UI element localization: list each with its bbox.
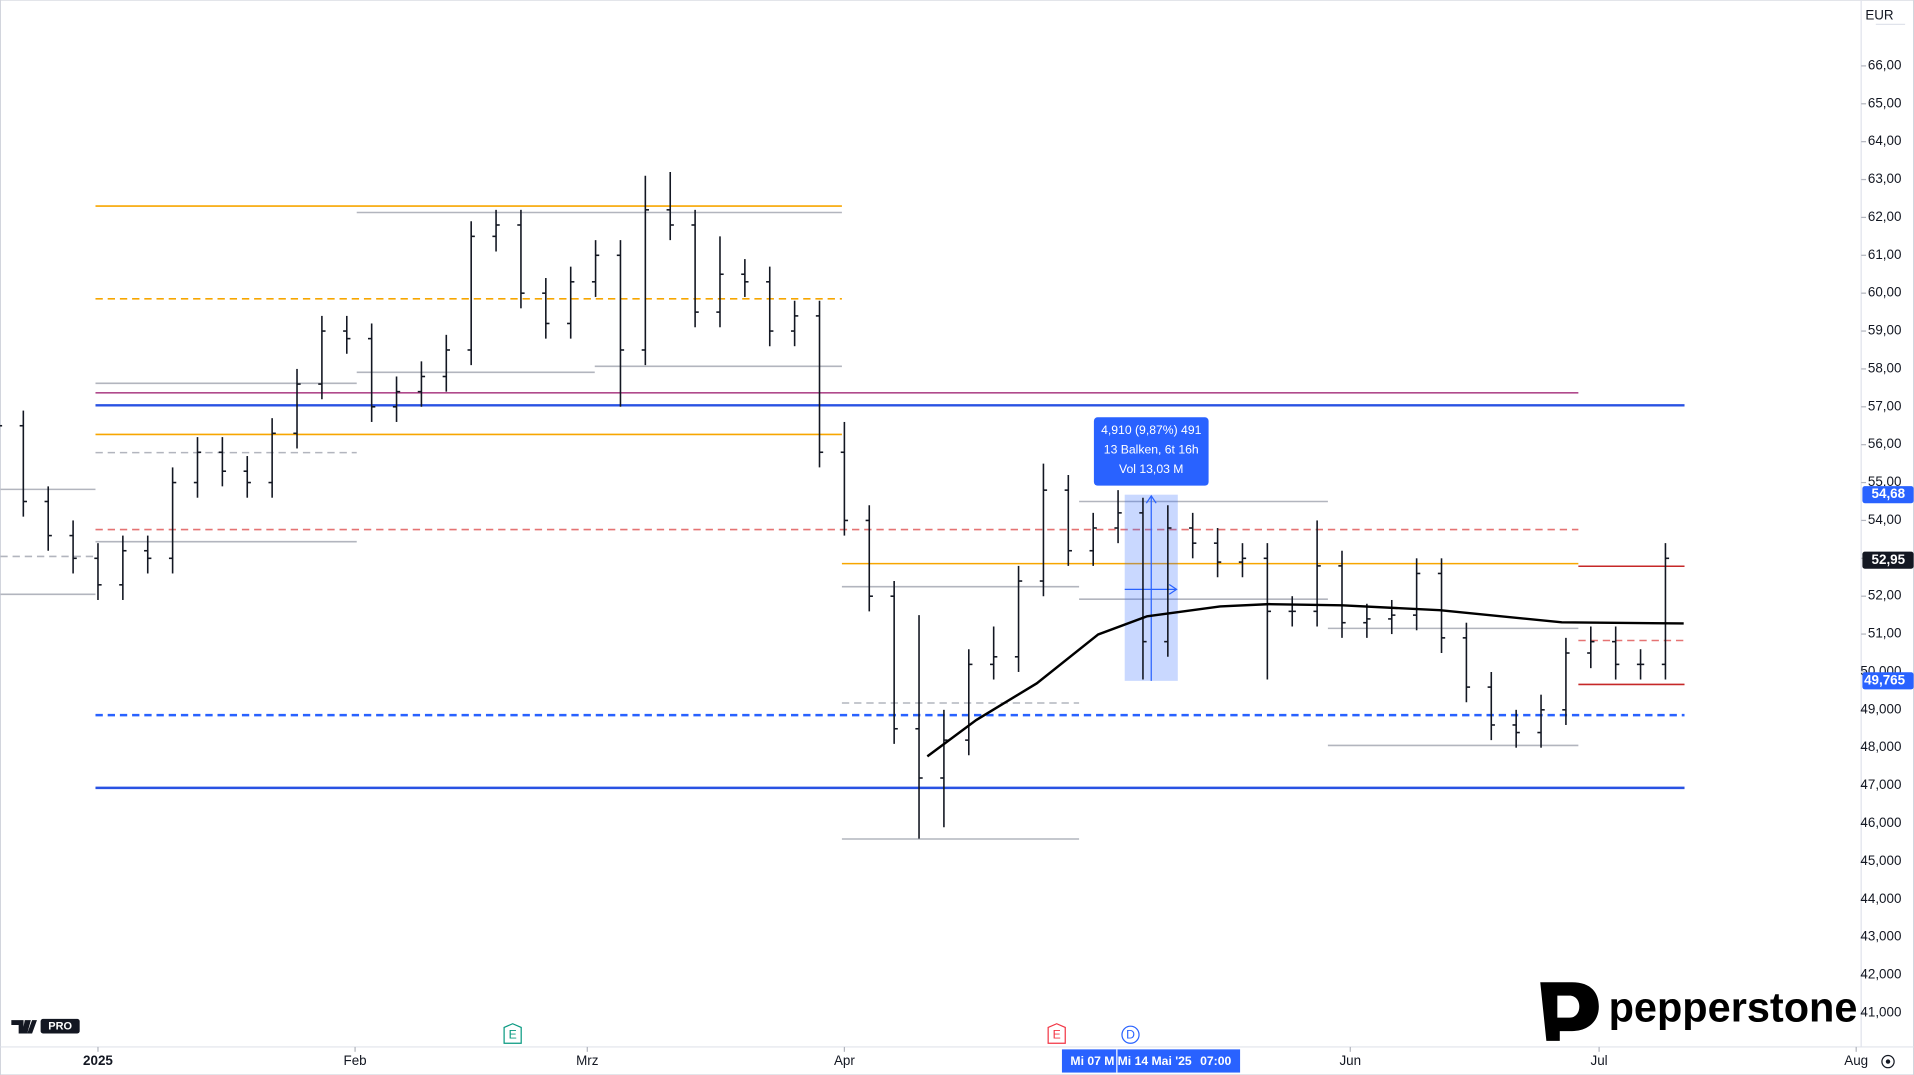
moving-average — [926, 602, 1684, 758]
y-tick-label: 54,00 — [1868, 512, 1902, 527]
crosshair-label: Mi 14 Mai '25 — [1118, 1054, 1192, 1068]
y-tick-label: 44,000 — [1860, 891, 1901, 906]
y-tick-label: 63,00 — [1868, 171, 1902, 186]
event-label: D — [1126, 1028, 1135, 1042]
y-tick-label: 45,000 — [1860, 853, 1901, 868]
event-label: E — [509, 1028, 517, 1042]
y-tick-label: 49,000 — [1860, 701, 1901, 716]
tv-badge: PRO — [48, 1021, 72, 1033]
y-tick-label: 57,00 — [1868, 398, 1902, 413]
y-tick-label: 59,00 — [1868, 323, 1902, 338]
y-tick-label: 62,00 — [1868, 209, 1902, 224]
event-marker[interactable]: D — [1121, 1025, 1140, 1044]
price-label-bg — [1862, 672, 1914, 690]
measure-info: Vol 13,03 M — [1119, 462, 1183, 476]
measure-arrowhead — [1168, 583, 1178, 595]
y-tick-label: 42,000 — [1860, 967, 1901, 982]
y-tick-label: 52,00 — [1868, 588, 1902, 603]
y-tick-label: 47,000 — [1860, 777, 1901, 792]
event-badge — [503, 1023, 522, 1044]
y-tick-label: 41,000 — [1860, 1004, 1901, 1019]
measure-info: 4,910 (9,87%) 491 — [1101, 423, 1202, 437]
y-tick-label: 58,00 — [1868, 360, 1902, 375]
x-tick-label: Aug — [1844, 1053, 1868, 1068]
y-tick-label: 43,000 — [1860, 929, 1901, 944]
x-tick-label: Mrz — [576, 1053, 599, 1068]
x-tick-label: Jul — [1591, 1053, 1608, 1068]
event-marker[interactable]: E — [1047, 1023, 1066, 1044]
crosshair-label: Mi 07 M — [1070, 1054, 1114, 1068]
x-tick-label: Feb — [344, 1053, 367, 1068]
y-tick-label: 55,00 — [1868, 474, 1902, 489]
event-marker[interactable]: E — [503, 1023, 522, 1044]
measure-info-box — [1093, 417, 1209, 486]
y-tick-label: 61,00 — [1868, 247, 1902, 262]
tv-logo — [11, 1018, 80, 1034]
price-label-bg — [1862, 486, 1914, 504]
y-tick-label: 46,000 — [1860, 815, 1901, 830]
crosshair-label-bg — [1061, 1049, 1241, 1073]
y-tick-label: 56,00 — [1868, 436, 1902, 451]
brand-logo — [1540, 982, 1599, 1041]
price-label: 49,765 — [1864, 672, 1906, 687]
y-tick-label: 60,00 — [1868, 285, 1902, 300]
x-tick-label: Jun — [1339, 1053, 1361, 1068]
crosshair-label: 07:00 — [1200, 1054, 1231, 1068]
price-label-bg — [1862, 551, 1914, 569]
x-tick-label: 2025 — [83, 1053, 113, 1068]
price-label: 52,95 — [1872, 552, 1906, 567]
price-label: 54,68 — [1872, 486, 1906, 501]
y-tick-label: 65,00 — [1868, 95, 1902, 110]
brand-name: pepperstone — [1609, 983, 1858, 1030]
measure-arrowhead — [1145, 494, 1157, 504]
y-tick-label: 66,00 — [1868, 57, 1902, 72]
y-tick-label: 48,000 — [1860, 739, 1901, 754]
event-label: E — [1053, 1028, 1061, 1042]
event-badge — [1121, 1025, 1140, 1044]
settings-icon[interactable] — [1881, 1054, 1895, 1069]
measure-info: 13 Balken, 6t 16h — [1104, 442, 1199, 456]
plot-area: 4,910 (9,87%) 491 13 Balken, 6t 16h Vol 13… — [0, 171, 1685, 840]
x-tick-label: Apr — [834, 1053, 855, 1068]
y-tick-label: 64,00 — [1868, 133, 1902, 148]
y-tick-label: 51,00 — [1868, 626, 1902, 641]
event-badge — [1047, 1023, 1066, 1044]
currency-label[interactable]: EUR — [1865, 7, 1894, 22]
